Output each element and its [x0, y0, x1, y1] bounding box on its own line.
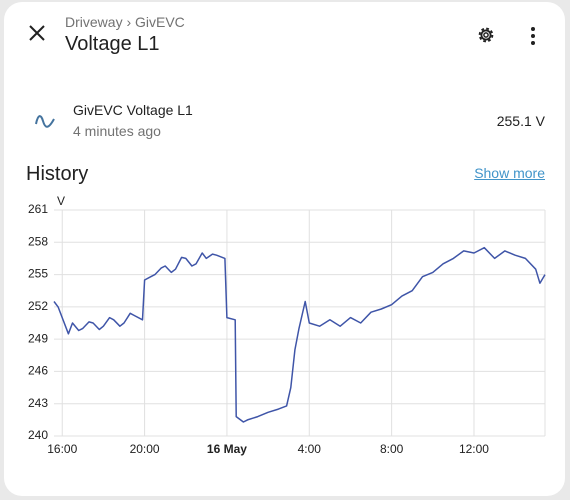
- entity-icon: [35, 115, 55, 128]
- x-tick-label: 16:00: [47, 442, 77, 456]
- y-tick-label: 240: [28, 428, 48, 442]
- breadcrumb: Driveway › GivEVC: [65, 14, 185, 30]
- history-title: History: [26, 163, 89, 185]
- y-tick-label: 246: [28, 364, 48, 378]
- x-tick-label: 20:00: [130, 442, 160, 456]
- x-tick-label: 8:00: [380, 442, 404, 456]
- close-button[interactable]: [28, 24, 46, 42]
- history-chart: V 240 243 246 249 252 255 258 261 16:00 20:00 16 Ma…: [28, 194, 546, 456]
- dialog: Driveway › GivEVC Voltage L1 GivEVC Volt…: [4, 2, 565, 496]
- y-axis-label: V: [57, 194, 65, 208]
- x-tick-label: 16 May: [207, 442, 247, 456]
- dialog-title: Voltage L1: [65, 33, 160, 55]
- menu-button[interactable]: [528, 25, 538, 47]
- x-tick-label: 4:00: [298, 442, 322, 456]
- y-tick-label: 261: [28, 202, 48, 216]
- y-tick-label: 243: [28, 396, 48, 410]
- y-tick-label: 258: [28, 234, 48, 248]
- last-updated: 4 minutes ago: [73, 123, 161, 139]
- y-tick-label: 249: [28, 331, 48, 345]
- x-tick-label: 12:00: [459, 442, 489, 456]
- entity-state: 255.1 V: [496, 113, 545, 129]
- entity-name: GivEVC Voltage L1: [73, 102, 193, 118]
- y-tick-label: 255: [28, 267, 48, 281]
- show-more-link[interactable]: Show more: [474, 165, 545, 181]
- line-series: [53, 246, 546, 423]
- settings-button[interactable]: [475, 24, 497, 46]
- y-tick-label: 252: [28, 299, 48, 313]
